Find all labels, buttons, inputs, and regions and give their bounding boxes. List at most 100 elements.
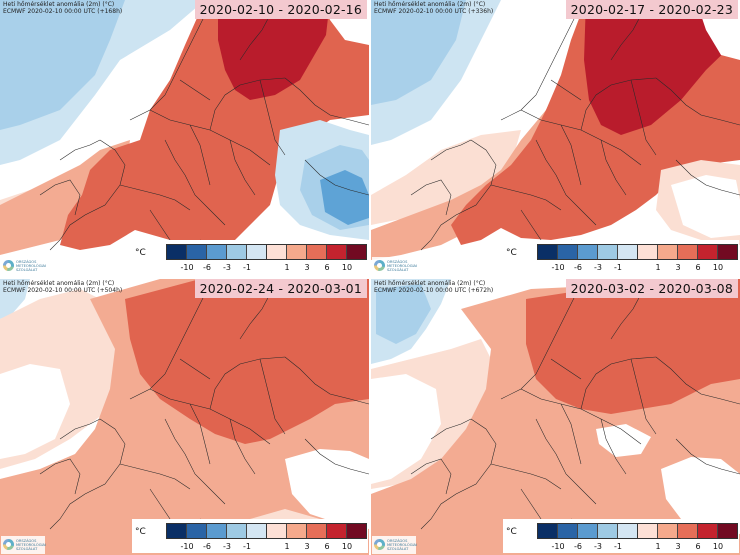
legend-tick-label: 1 <box>284 542 290 551</box>
legend-tick-label: -10 <box>180 542 194 551</box>
anomaly-area-white <box>661 457 740 534</box>
legend-tick-label: 6 <box>324 542 330 551</box>
date-range-label: 2020-03-02 - 2020-03-08 <box>565 279 738 298</box>
country-border <box>655 77 740 126</box>
cold-swatch <box>186 245 206 259</box>
country-border <box>655 356 740 405</box>
met-service-logo: ORSZÁGOS METEOROLÓGIAI SZOLGÁLAT <box>1 536 47 554</box>
logo-line: ORSZÁGOS <box>16 260 37 264</box>
country-border <box>630 79 657 156</box>
date-range-label: 2020-02-24 - 2020-03-01 <box>194 279 367 298</box>
country-border <box>259 358 286 435</box>
warm-swatch <box>326 524 346 538</box>
run-info: ECMWF 2020-02-10 00:00 UTC (+168h) <box>3 8 122 15</box>
warm-swatch <box>657 245 677 259</box>
cold-swatch <box>226 524 246 538</box>
source-prefix: ECMWF <box>3 287 26 294</box>
date-range-label: 2020-02-17 - 2020-02-23 <box>565 0 738 19</box>
color-legend: °C -10 -6 -3 -1 1 3 6 10 <box>132 519 368 553</box>
legend-tick-label: 1 <box>655 542 661 551</box>
warm-swatch <box>697 524 717 538</box>
legend-tick-label: -10 <box>180 263 194 272</box>
warm-swatch <box>677 245 697 259</box>
warm-swatch <box>267 524 286 538</box>
cold-swatch <box>577 245 597 259</box>
logo-line: METEOROLÓGIAI <box>16 543 47 547</box>
anomaly-area-mid-blue <box>376 284 431 344</box>
anomaly-area-white <box>285 449 369 529</box>
country-border <box>49 139 126 251</box>
warm-swatch <box>346 524 366 538</box>
country-border <box>284 77 369 126</box>
anomaly-area-dark-red <box>218 0 330 100</box>
anomaly-area-dark-red <box>584 0 740 135</box>
anomaly-map-panel-2: Heti hőmérséklet anomália (2m) (°C) ECMW… <box>371 0 740 276</box>
map-header: Heti hőmérséklet anomália (2m) (°C) ECMW… <box>3 280 122 294</box>
logo-line: ORSZÁGOS <box>387 539 408 543</box>
warm-colorbar <box>637 523 738 539</box>
warm-swatch <box>638 245 657 259</box>
run-info: ECMWF 2020-02-10 00:00 UTC (+672h) <box>374 287 493 294</box>
logo-emblem-icon <box>3 539 14 550</box>
warm-colorbar <box>266 523 367 539</box>
run-info: ECMWF 2020-02-10 00:00 UTC (+336h) <box>374 8 493 15</box>
country-border <box>59 418 101 440</box>
country-border <box>420 418 497 530</box>
warm-swatch <box>717 245 737 259</box>
country-border <box>284 356 369 405</box>
met-service-logo: ORSZÁGOS METEOROLÓGIAI SZOLGÁLAT <box>372 257 417 275</box>
country-border <box>304 159 369 196</box>
legend-tick-label: 3 <box>675 263 681 272</box>
legend-tick-label: 10 <box>341 263 353 272</box>
anomaly-area-deep-blue <box>320 170 369 225</box>
warm-swatch <box>286 245 306 259</box>
warm-swatch <box>286 524 306 538</box>
met-service-logo: ORSZÁGOS METEOROLÓGIAI SZOLGÁLAT <box>1 257 47 275</box>
country-border <box>675 159 740 196</box>
legend-tick-label: -3 <box>223 542 231 551</box>
country-border <box>179 79 211 101</box>
legend-tick-label: -6 <box>203 542 211 551</box>
anomaly-area-orange-red <box>526 279 740 414</box>
cold-swatch <box>597 524 617 538</box>
source-prefix: ECMWF <box>374 287 397 294</box>
legend-tick-label: -6 <box>574 263 582 272</box>
cold-swatch <box>617 524 637 538</box>
logo-emblem-icon <box>374 539 385 550</box>
anomaly-area-light-blue <box>0 279 30 319</box>
logo-line: ORSZÁGOS <box>387 260 408 264</box>
country-border <box>550 79 582 101</box>
cold-swatch <box>577 524 597 538</box>
cold-swatch <box>617 245 637 259</box>
country-border <box>580 356 657 410</box>
cold-swatch <box>246 245 266 259</box>
logo-emblem-icon <box>374 260 385 271</box>
country-border <box>410 458 452 495</box>
logo-line: ORSZÁGOS <box>16 539 37 543</box>
country-border <box>304 438 369 475</box>
cold-swatch <box>226 245 246 259</box>
map-header: Heti hőmérséklet anomália (2m) (°C) ECMW… <box>374 1 493 15</box>
legend-tick-label: 10 <box>712 542 724 551</box>
country-border <box>59 139 101 161</box>
logo-line: SZOLGÁLAT <box>387 547 409 551</box>
met-service-logo: ORSZÁGOS METEOROLÓGIAI SZOLGÁLAT <box>372 536 417 554</box>
logo-line: SZOLGÁLAT <box>16 268 38 272</box>
cold-colorbar <box>166 244 267 260</box>
warm-swatch <box>267 245 286 259</box>
cold-swatch <box>538 524 557 538</box>
country-border <box>164 418 226 505</box>
country-border <box>600 139 627 196</box>
run-info: ECMWF 2020-02-10 00:00 UTC (+504h) <box>3 287 122 294</box>
country-border <box>239 293 271 340</box>
run-timestamp: 2020-02-10 00:00 UTC (+504h) <box>27 287 123 294</box>
anomaly-map <box>371 0 740 276</box>
anomaly-area-mid-blue <box>0 0 125 130</box>
run-timestamp: 2020-02-10 00:00 UTC (+336h) <box>398 8 494 15</box>
logo-line: METEOROLÓGIAI <box>16 264 47 268</box>
country-border <box>430 418 472 440</box>
country-border <box>259 79 286 156</box>
country-border <box>675 438 740 475</box>
country-border <box>600 418 627 475</box>
country-border <box>164 139 226 226</box>
